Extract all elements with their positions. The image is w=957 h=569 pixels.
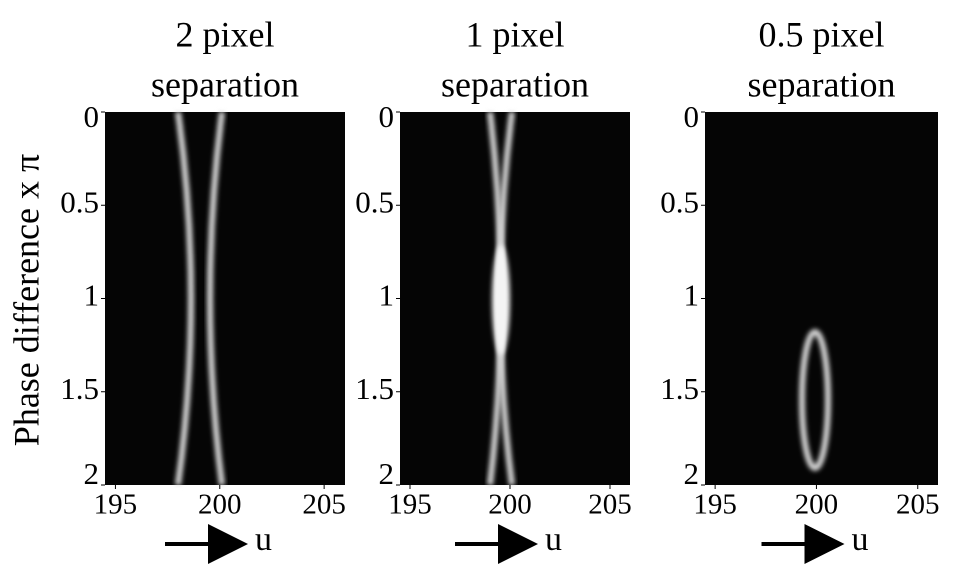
y-tick-label: 0.5 (355, 184, 394, 219)
x-tick-label: 195 (94, 489, 138, 521)
y-tick-label: 2 (379, 456, 395, 491)
panel-title: 1 pixel (466, 14, 565, 54)
x-tick-label: 195 (693, 489, 737, 521)
y-tick-label: 2 (684, 456, 700, 491)
y-tick-label: 0.5 (60, 184, 99, 219)
y-axis-label: Phase difference x π (6, 154, 46, 446)
plots (105, 112, 938, 485)
panel-title: separation (748, 64, 896, 104)
panel-title: 0.5 pixel (759, 14, 885, 54)
y-tick-label: 1 (684, 278, 700, 313)
panel-title: 2 pixel (176, 14, 275, 54)
x-tick-label: 200 (198, 489, 242, 521)
y-tick-label: 2 (84, 456, 100, 491)
ridge (207, 111, 225, 486)
y-tick-label: 0 (379, 99, 395, 134)
x-axis-label: u (545, 521, 562, 558)
x-axis-label: u (255, 521, 272, 558)
ridge (175, 111, 194, 486)
x-tick-label: 205 (588, 489, 632, 521)
y-tick-label: 1 (379, 278, 395, 313)
y-tick-label: 0.5 (660, 184, 699, 219)
y-tick-label: 1.5 (660, 371, 699, 406)
panel-title: separation (151, 64, 299, 104)
ridges (175, 111, 831, 486)
x-tick-label: 200 (488, 489, 532, 521)
heatmap (705, 112, 938, 485)
y-tick-label: 0 (684, 99, 700, 134)
y-tick-label: 1.5 (60, 371, 99, 406)
heatmap (400, 112, 630, 485)
x-tick-label: 205 (302, 489, 346, 521)
y-tick-label: 0 (84, 99, 100, 134)
bright-spot (492, 245, 510, 355)
x-tick-label: 205 (896, 489, 940, 521)
x-tick-label: 195 (388, 489, 432, 521)
panel-title: separation (441, 64, 589, 104)
y-tick-label: 1.5 (355, 371, 394, 406)
y-tick-label: 1 (84, 278, 100, 313)
x-tick-label: 200 (795, 489, 839, 521)
heatmap (105, 112, 345, 485)
x-axis-label: u (852, 521, 869, 558)
